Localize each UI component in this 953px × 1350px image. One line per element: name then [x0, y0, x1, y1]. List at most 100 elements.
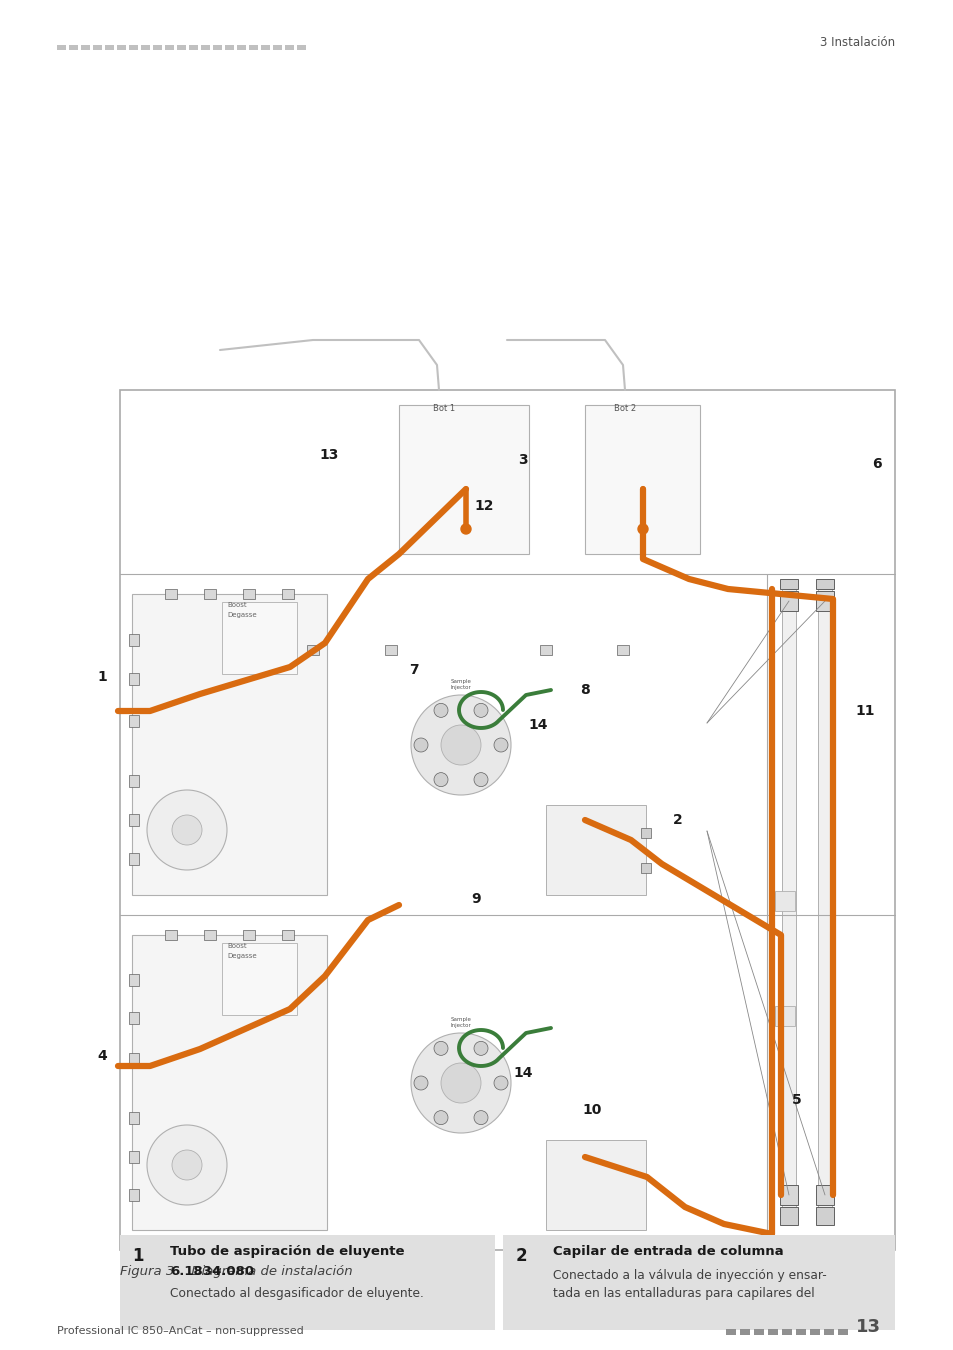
Bar — [129, 674, 139, 684]
Text: Professional IC 850–AnCat – non-suppressed: Professional IC 850–AnCat – non-suppress… — [57, 1326, 303, 1336]
Bar — [213, 45, 222, 50]
Bar — [545, 1139, 645, 1230]
Text: 7: 7 — [409, 663, 418, 676]
Text: 13: 13 — [319, 448, 338, 462]
Text: 8: 8 — [579, 683, 589, 697]
Bar — [640, 863, 650, 873]
Bar — [823, 1328, 833, 1335]
Bar — [584, 405, 700, 554]
Text: Degasse: Degasse — [227, 612, 256, 618]
Bar — [261, 45, 270, 50]
Circle shape — [434, 1111, 448, 1125]
Bar — [129, 45, 138, 50]
Bar — [201, 45, 210, 50]
Bar — [177, 45, 186, 50]
Text: 2: 2 — [673, 813, 682, 828]
Text: Bot 2: Bot 2 — [614, 404, 636, 413]
Bar — [502, 1235, 894, 1330]
Bar — [222, 602, 296, 674]
Circle shape — [411, 695, 511, 795]
Text: Degasse: Degasse — [227, 953, 256, 958]
Bar — [165, 930, 177, 940]
Circle shape — [474, 1041, 488, 1056]
Circle shape — [434, 703, 448, 717]
Text: 14: 14 — [528, 718, 547, 732]
Text: 6: 6 — [871, 458, 881, 471]
Text: Sample
Injector: Sample Injector — [450, 679, 471, 690]
Bar — [815, 1185, 833, 1206]
Circle shape — [638, 524, 647, 535]
Bar — [767, 1328, 778, 1335]
Text: 6.1834.080: 6.1834.080 — [170, 1265, 253, 1278]
Bar — [132, 936, 327, 1230]
Bar — [539, 645, 552, 655]
Bar — [129, 634, 139, 647]
Bar — [165, 45, 173, 50]
Text: 10: 10 — [581, 1103, 601, 1116]
Bar — [105, 45, 113, 50]
Bar — [285, 45, 294, 50]
Circle shape — [440, 1062, 480, 1103]
Circle shape — [434, 1041, 448, 1056]
Bar — [243, 930, 254, 940]
Text: Figura 3    Diagrama de instalación: Figura 3 Diagrama de instalación — [120, 1265, 353, 1278]
Text: Bot 1: Bot 1 — [433, 404, 455, 413]
Circle shape — [494, 738, 507, 752]
Bar — [753, 1328, 763, 1335]
Text: 5: 5 — [791, 1094, 801, 1107]
Text: Tubo de aspiración de eluyente: Tubo de aspiración de eluyente — [170, 1245, 404, 1258]
Text: 3: 3 — [517, 454, 527, 467]
Bar — [243, 589, 254, 599]
Bar — [132, 594, 327, 895]
Bar — [165, 589, 177, 599]
Bar — [92, 45, 102, 50]
Text: Conectado al desgasificador de eluyente.: Conectado al desgasificador de eluyente. — [170, 1287, 423, 1300]
Bar — [225, 45, 233, 50]
Bar — [398, 405, 529, 554]
Bar — [129, 1012, 139, 1025]
Circle shape — [474, 1111, 488, 1125]
Bar — [780, 1207, 797, 1224]
Bar — [81, 45, 90, 50]
Bar — [236, 45, 246, 50]
Bar — [152, 45, 162, 50]
Text: 4: 4 — [97, 1049, 107, 1062]
Text: 1: 1 — [132, 1247, 144, 1265]
Bar — [282, 930, 294, 940]
Text: 3 Instalación: 3 Instalación — [819, 36, 894, 49]
Bar — [129, 1112, 139, 1125]
Bar — [780, 1185, 797, 1206]
Bar — [129, 716, 139, 728]
Bar — [69, 45, 78, 50]
Bar — [120, 390, 894, 1250]
Bar — [809, 1328, 820, 1335]
Circle shape — [414, 738, 428, 752]
Circle shape — [440, 725, 480, 765]
Bar — [617, 645, 628, 655]
Circle shape — [474, 772, 488, 787]
Text: 12: 12 — [474, 500, 494, 513]
Bar — [781, 1328, 791, 1335]
Bar — [129, 1152, 139, 1162]
Bar — [774, 891, 794, 911]
Text: 9: 9 — [471, 892, 480, 906]
Circle shape — [494, 1076, 507, 1089]
Circle shape — [172, 1150, 202, 1180]
Bar — [282, 589, 294, 599]
Circle shape — [411, 1033, 511, 1133]
Bar — [204, 589, 215, 599]
Bar — [273, 45, 282, 50]
Circle shape — [460, 524, 471, 535]
Text: Sample
Injector: Sample Injector — [450, 1017, 471, 1027]
Bar — [57, 45, 66, 50]
Bar — [189, 45, 198, 50]
Bar — [795, 1328, 805, 1335]
Bar — [129, 853, 139, 865]
Bar — [117, 45, 126, 50]
Bar — [129, 775, 139, 787]
Text: 14: 14 — [513, 1066, 532, 1080]
Bar — [774, 1006, 794, 1026]
Bar — [780, 591, 797, 612]
Circle shape — [147, 790, 227, 869]
Bar — [780, 579, 797, 589]
